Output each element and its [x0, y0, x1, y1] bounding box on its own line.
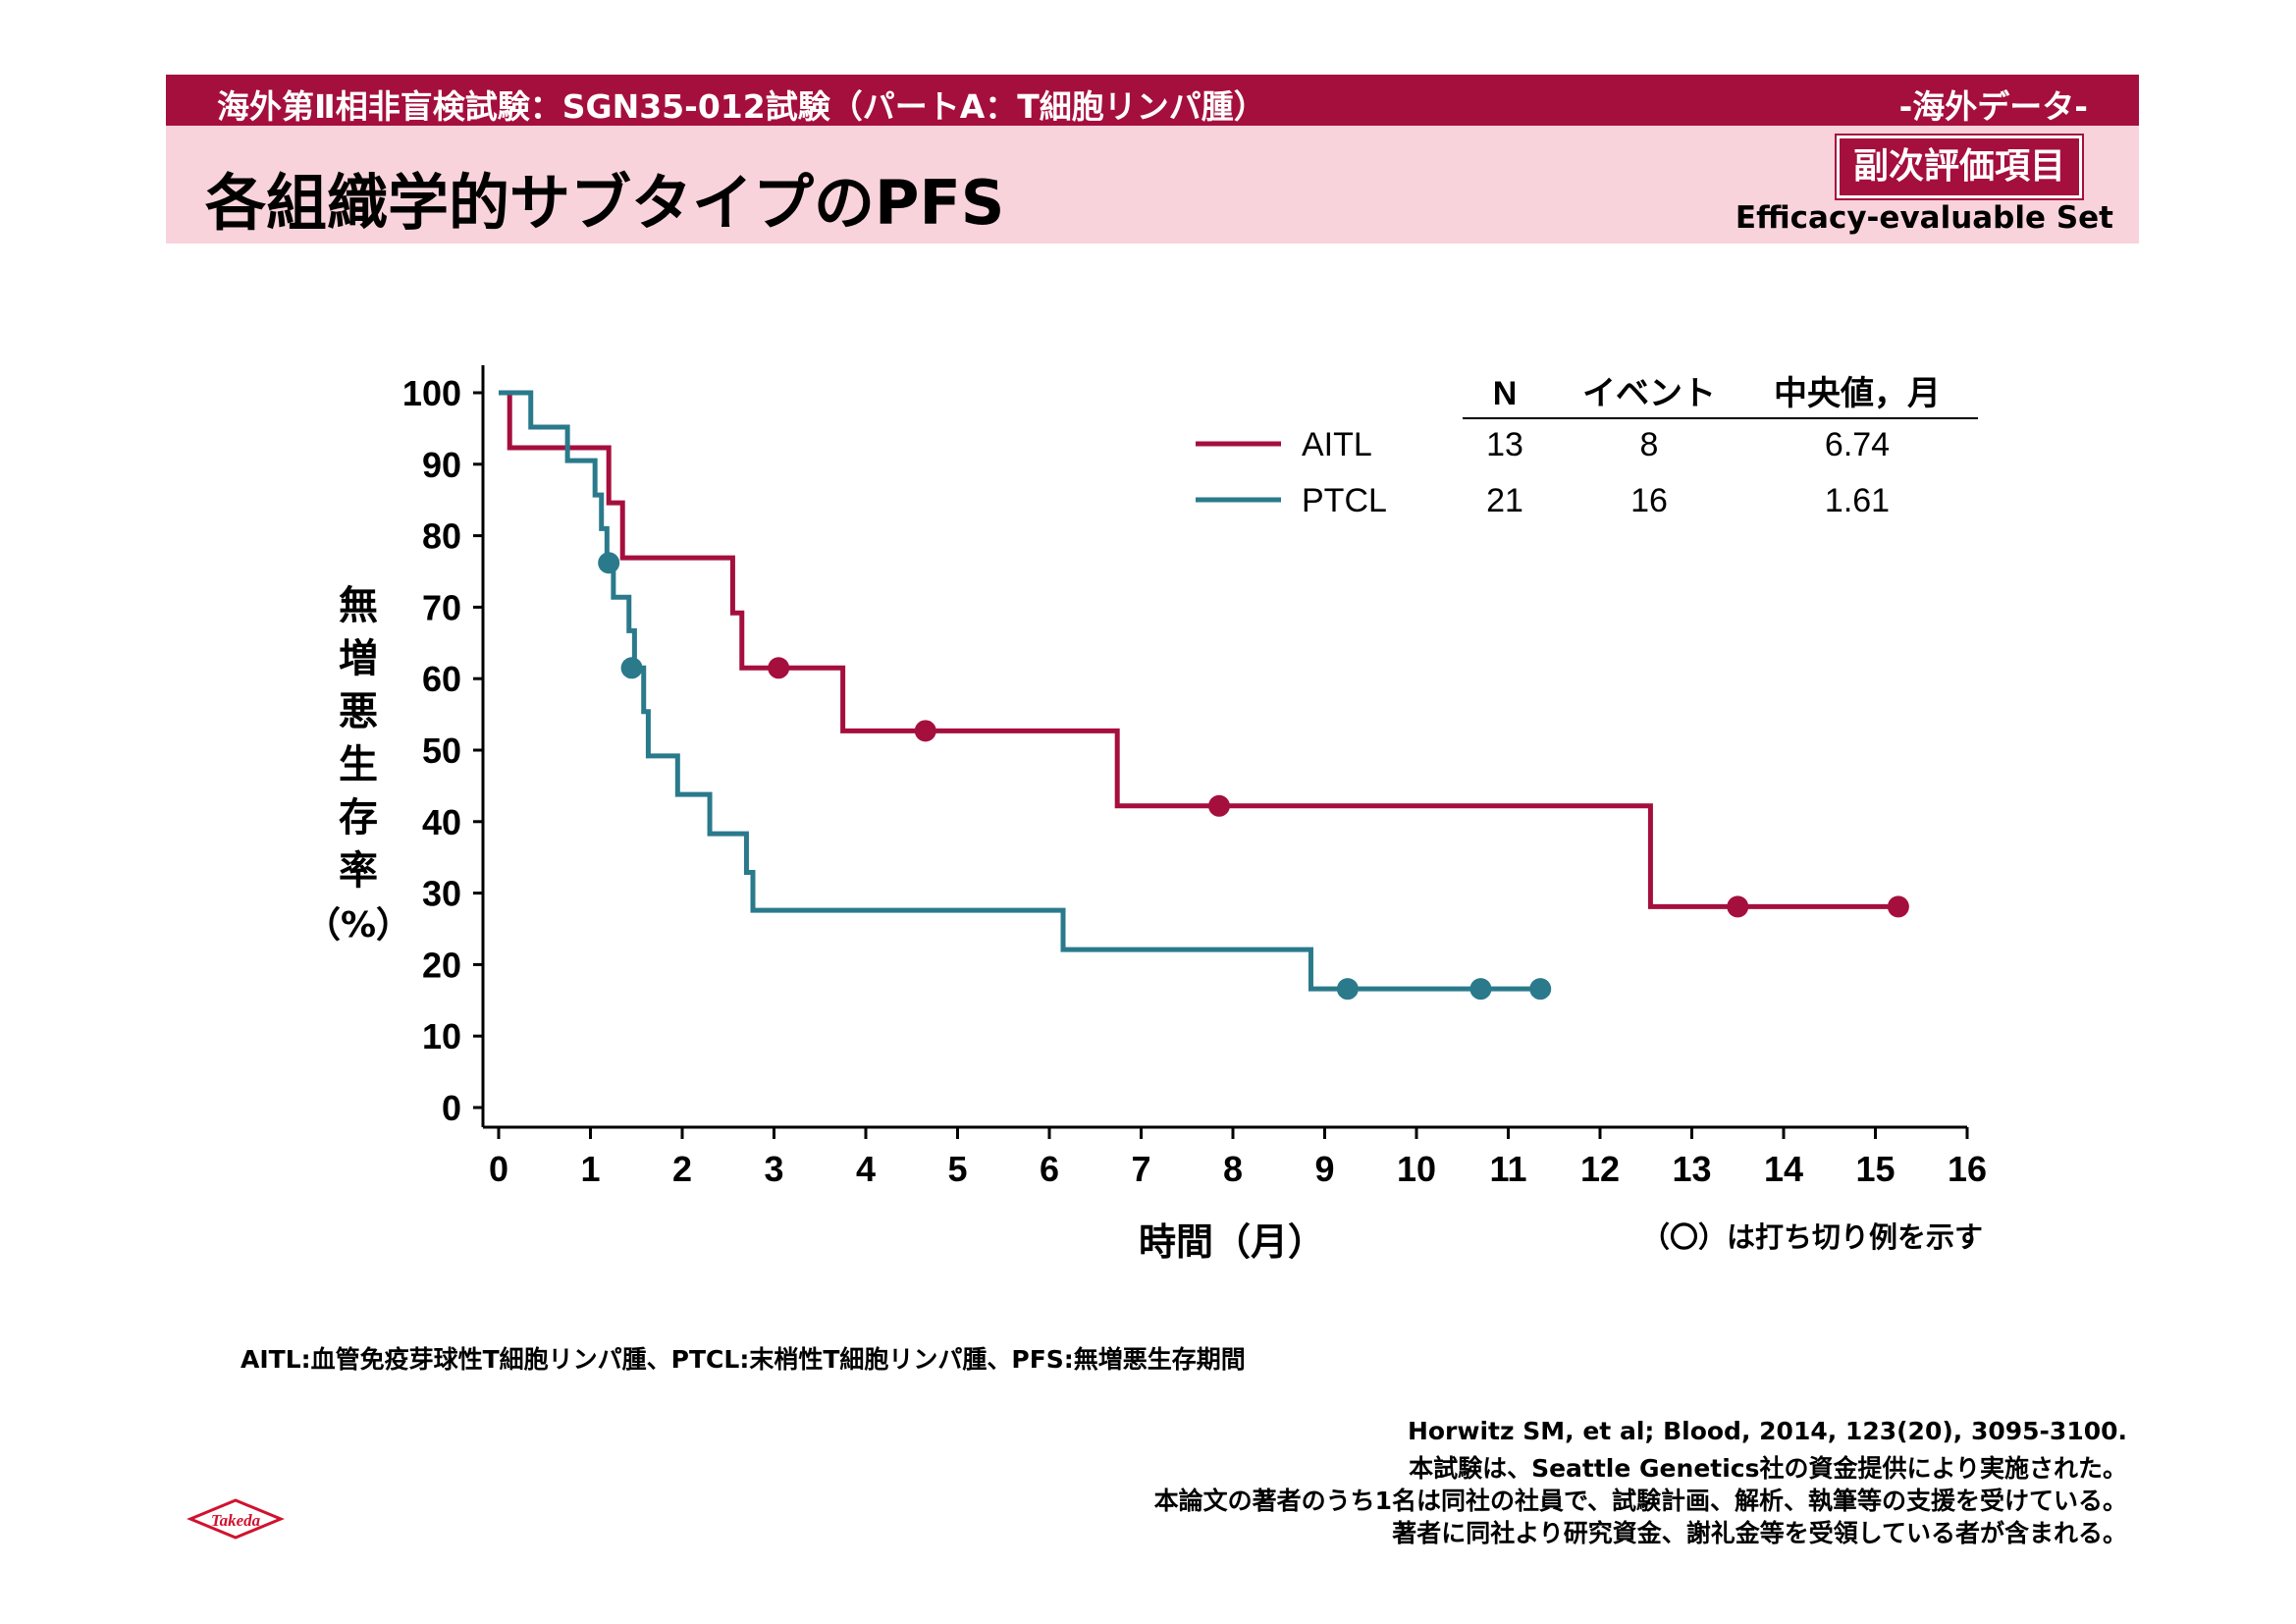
y-tick-label: 40 — [422, 802, 461, 842]
y-axis-title-char: 無 — [339, 583, 378, 628]
overseas-data-tag: -海外データ- — [1898, 87, 2088, 126]
censor-mark-aitl — [1207, 794, 1230, 817]
censor-marks — [598, 552, 1909, 1001]
reference-citation: Horwitz SM, et al; Blood, 2014, 123(20),… — [1407, 1417, 2127, 1445]
x-tick-label: 6 — [1040, 1149, 1059, 1189]
ptcl-events: 16 — [1630, 482, 1668, 519]
title-band: 各組織学的サブタイプのPFS 副次評価項目 Efficacy-evaluable… — [166, 126, 2139, 244]
y-axis-title-char: 増 — [339, 636, 378, 681]
y-tick-label: 20 — [422, 945, 461, 985]
censor-mark-ptcl — [620, 657, 643, 679]
x-tick-label: 12 — [1580, 1149, 1620, 1189]
header-median: 中央値，月 — [1774, 375, 1941, 412]
y-tick-label: 80 — [422, 516, 461, 557]
legend-label-aitl: AITL — [1302, 426, 1372, 463]
coi-note: 著者に同社より研究資金、謝礼金等を受領している者が含まれる。 — [1392, 1519, 2127, 1547]
x-tick-label: 10 — [1397, 1149, 1436, 1189]
y-tick-label: 10 — [422, 1016, 461, 1056]
y-axis-title-char: 悪 — [339, 689, 378, 734]
ptcl-median: 1.61 — [1825, 482, 1890, 519]
censor-mark-aitl — [914, 720, 936, 742]
page-title: 各組織学的サブタイプのPFS — [205, 167, 1005, 239]
funding-note: 本試験は、Seattle Genetics社の資金提供により実施された。 — [1409, 1454, 2127, 1483]
y-tick-label: 60 — [422, 659, 461, 699]
x-tick-label: 9 — [1314, 1149, 1334, 1189]
analysis-set-label: Efficacy-evaluable Set — [1735, 200, 2113, 236]
y-tick-label: 100 — [402, 373, 461, 413]
takeda-logo: Takeda — [187, 1498, 285, 1540]
y-tick-label: 50 — [422, 731, 461, 771]
x-tick-label: 15 — [1855, 1149, 1895, 1189]
x-tick-label: 7 — [1131, 1149, 1150, 1189]
censor-note: （〇）は打ち切り例を示す — [1641, 1220, 1983, 1254]
censor-mark-ptcl — [1336, 978, 1359, 1001]
x-tick-label: 16 — [1948, 1149, 1987, 1189]
km-line-aitl — [499, 390, 1898, 909]
x-tick-label: 4 — [856, 1149, 876, 1189]
study-title: 海外第Ⅱ相非盲検試験：SGN35-012試験（パートA：T細胞リンパ腫） — [217, 87, 1266, 126]
y-tick-label: 0 — [442, 1088, 461, 1128]
y-axis-title-unit: （%） — [305, 905, 411, 946]
censor-mark-aitl — [768, 657, 790, 679]
y-axis-title-char: 率 — [339, 848, 378, 893]
y-tick-label: 70 — [422, 587, 461, 627]
km-curves — [499, 390, 1898, 992]
censor-mark-ptcl — [598, 552, 620, 574]
censor-mark-aitl — [1887, 895, 1909, 918]
header-events: イベント — [1582, 375, 1716, 412]
ptcl-n: 21 — [1486, 482, 1523, 519]
chart-axes — [473, 365, 1969, 1139]
y-tick-label: 90 — [422, 445, 461, 485]
header-n: N — [1493, 375, 1518, 412]
x-tick-label: 5 — [947, 1149, 967, 1189]
x-tick-label: 1 — [580, 1149, 600, 1189]
aitl-median: 6.74 — [1825, 426, 1890, 463]
x-tick-label: 14 — [1764, 1149, 1803, 1189]
x-tick-label: 11 — [1489, 1149, 1526, 1189]
x-tick-label: 8 — [1223, 1149, 1243, 1189]
y-axis-title-char: 存 — [339, 795, 378, 840]
legend-label-ptcl: PTCL — [1302, 482, 1387, 519]
secondary-endpoint-badge: 副次評価項目 — [1836, 135, 2082, 198]
author-note: 本論文の著者のうち1名は同社の社員で、試験計画、解析、執筆等の支援を受けている。 — [1153, 1487, 2127, 1515]
y-tick-label: 30 — [422, 874, 461, 914]
censor-mark-ptcl — [1529, 978, 1552, 1001]
censor-mark-ptcl — [1469, 978, 1492, 1001]
abbreviation-footnote: AITL:血管免疫芽球性T細胞リンパ腫、PTCL:末梢性T細胞リンパ腫、PFS:… — [240, 1345, 1246, 1374]
y-axis-title-char: 生 — [339, 742, 378, 787]
x-tick-label: 2 — [672, 1149, 692, 1189]
x-axis-title: 時間（月） — [1139, 1222, 1325, 1264]
censor-mark-aitl — [1727, 895, 1749, 918]
x-tick-label: 0 — [489, 1149, 508, 1189]
x-tick-label: 3 — [764, 1149, 783, 1189]
header-band: 海外第Ⅱ相非盲検試験：SGN35-012試験（パートA：T細胞リンパ腫） -海外… — [166, 75, 2139, 126]
legend-table: N イベント 中央値，月 AITL 13 8 6.74 PTCL 21 16 1… — [1196, 375, 1978, 519]
svg-text:Takeda: Takeda — [211, 1511, 261, 1530]
aitl-events: 8 — [1640, 426, 1659, 463]
aitl-n: 13 — [1486, 426, 1523, 463]
x-tick-label: 13 — [1672, 1149, 1711, 1189]
